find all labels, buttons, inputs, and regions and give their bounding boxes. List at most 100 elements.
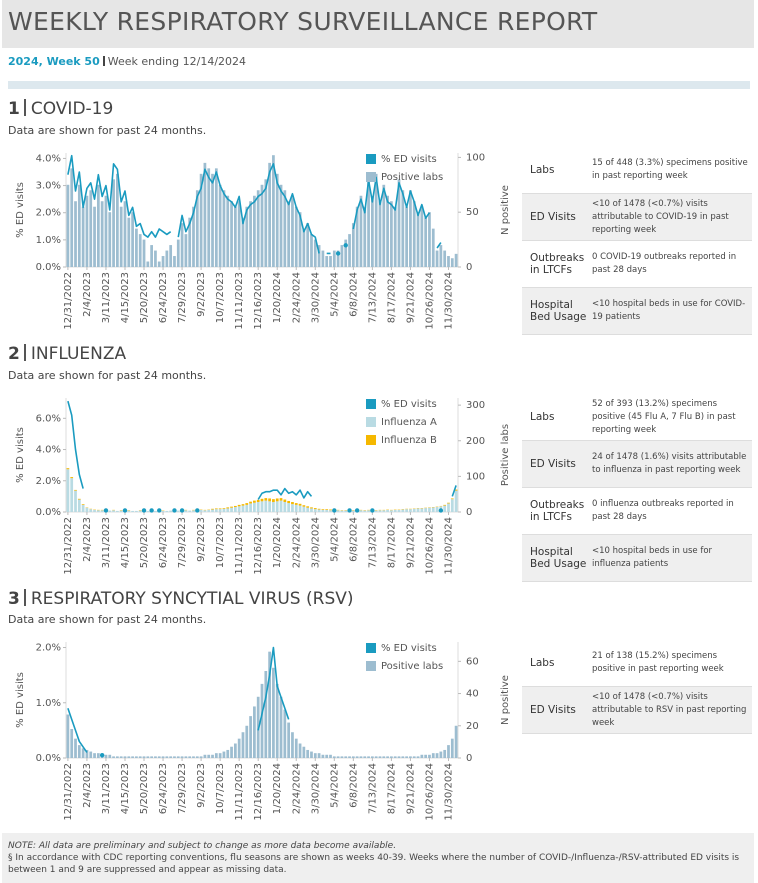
bar	[272, 499, 275, 503]
bar	[184, 234, 188, 267]
divider	[8, 81, 750, 89]
bar	[397, 179, 401, 267]
bar	[222, 190, 226, 267]
bar	[443, 749, 447, 758]
bar	[332, 756, 336, 758]
x-tick-label: 5/4/2024	[329, 272, 340, 317]
bar	[173, 756, 176, 758]
bar	[405, 756, 408, 758]
bar	[161, 510, 165, 512]
bar	[359, 510, 363, 512]
bar	[344, 510, 348, 512]
y2-tick-label: 60	[466, 656, 479, 667]
row-text: 0 COVID-19 outbreaks reported in past 28…	[592, 252, 737, 275]
bar	[253, 195, 256, 267]
bar	[131, 212, 134, 267]
x-tick-label: 1/20/2024	[272, 517, 283, 568]
bar	[245, 504, 249, 512]
bar	[89, 509, 93, 512]
bar	[454, 490, 458, 512]
bar	[89, 190, 93, 267]
bar	[123, 201, 127, 267]
bar	[154, 510, 157, 512]
bar	[180, 223, 184, 267]
bar	[390, 510, 393, 512]
x-tick-label: 11/11/2023	[234, 272, 245, 330]
bar	[85, 195, 89, 267]
bar	[435, 250, 439, 267]
bar	[256, 502, 260, 512]
bar	[291, 195, 294, 267]
bar	[435, 753, 439, 758]
bar	[393, 206, 397, 267]
bar	[306, 507, 310, 512]
x-tick-label: 4/15/2023	[120, 763, 131, 814]
legend-label: Positive labs	[381, 172, 443, 183]
x-tick-label: 8/17/2024	[386, 517, 397, 568]
bar	[207, 168, 211, 267]
bar	[386, 509, 389, 512]
bar	[81, 504, 85, 512]
bar	[161, 756, 165, 758]
x-tick-label: 5/20/2023	[139, 272, 150, 323]
bar	[317, 753, 321, 758]
bar	[302, 228, 306, 267]
bar	[237, 201, 241, 267]
bar	[85, 507, 89, 512]
bar	[321, 509, 325, 512]
line	[67, 646, 290, 753]
bar	[81, 206, 85, 267]
bar	[93, 509, 96, 512]
bar	[443, 505, 447, 512]
bar	[317, 509, 321, 512]
x-tick-label: 2/4/2023	[82, 763, 93, 808]
x-tick-label: 11/11/2023	[234, 517, 245, 575]
x-tick-label: 10/7/2023	[215, 517, 226, 568]
x-tick-label: 5/20/2023	[139, 517, 150, 568]
bar	[336, 510, 340, 512]
x-tick-label: 7/13/2024	[367, 272, 378, 323]
bar	[359, 195, 363, 267]
bar	[256, 499, 260, 503]
x-tick-label: 6/24/2023	[158, 272, 169, 323]
x-tick-label: 3/11/2023	[101, 517, 112, 568]
x-tick-label: 12/31/2022	[63, 517, 74, 575]
y2-tick-label: 300	[466, 400, 485, 411]
bar	[116, 173, 119, 267]
bar	[74, 489, 77, 491]
section-title: 2 INFLUENZA	[8, 344, 126, 364]
point	[103, 508, 109, 513]
bar	[104, 754, 108, 758]
bar	[424, 217, 428, 267]
bar	[70, 168, 74, 267]
bar	[222, 508, 226, 512]
bar	[119, 756, 123, 758]
row-label: ED Visits	[530, 458, 576, 470]
bar	[150, 245, 154, 267]
y-tick-label: 4.0%	[36, 445, 61, 456]
subheader: 2024, Week 50 Week ending 12/14/2024	[8, 55, 246, 68]
bar	[108, 510, 112, 512]
bar	[363, 510, 367, 512]
section-name: INFLUENZA	[30, 344, 127, 364]
table-row: ED Visits <10 of 1478 (<0.7%) visits attr…	[522, 687, 752, 734]
bar	[340, 510, 344, 512]
x-tick-label: 12/16/2023	[253, 763, 264, 821]
chart: 0.0% 1.0% 2.0% 0 20 40 60 % ED visits N positive…	[15, 642, 511, 821]
bar	[298, 743, 302, 758]
bar	[313, 239, 317, 267]
bar	[218, 184, 222, 267]
bar	[279, 184, 283, 267]
bar	[138, 510, 142, 512]
bar	[447, 256, 450, 267]
bar	[70, 729, 74, 758]
bar	[374, 173, 378, 267]
bar	[93, 206, 96, 267]
section-title: 1 COVID-19	[8, 99, 113, 119]
point	[343, 243, 348, 248]
x-tick-label: 4/15/2023	[120, 517, 131, 568]
bar	[329, 256, 332, 267]
bar	[424, 508, 428, 512]
bar	[195, 190, 199, 267]
